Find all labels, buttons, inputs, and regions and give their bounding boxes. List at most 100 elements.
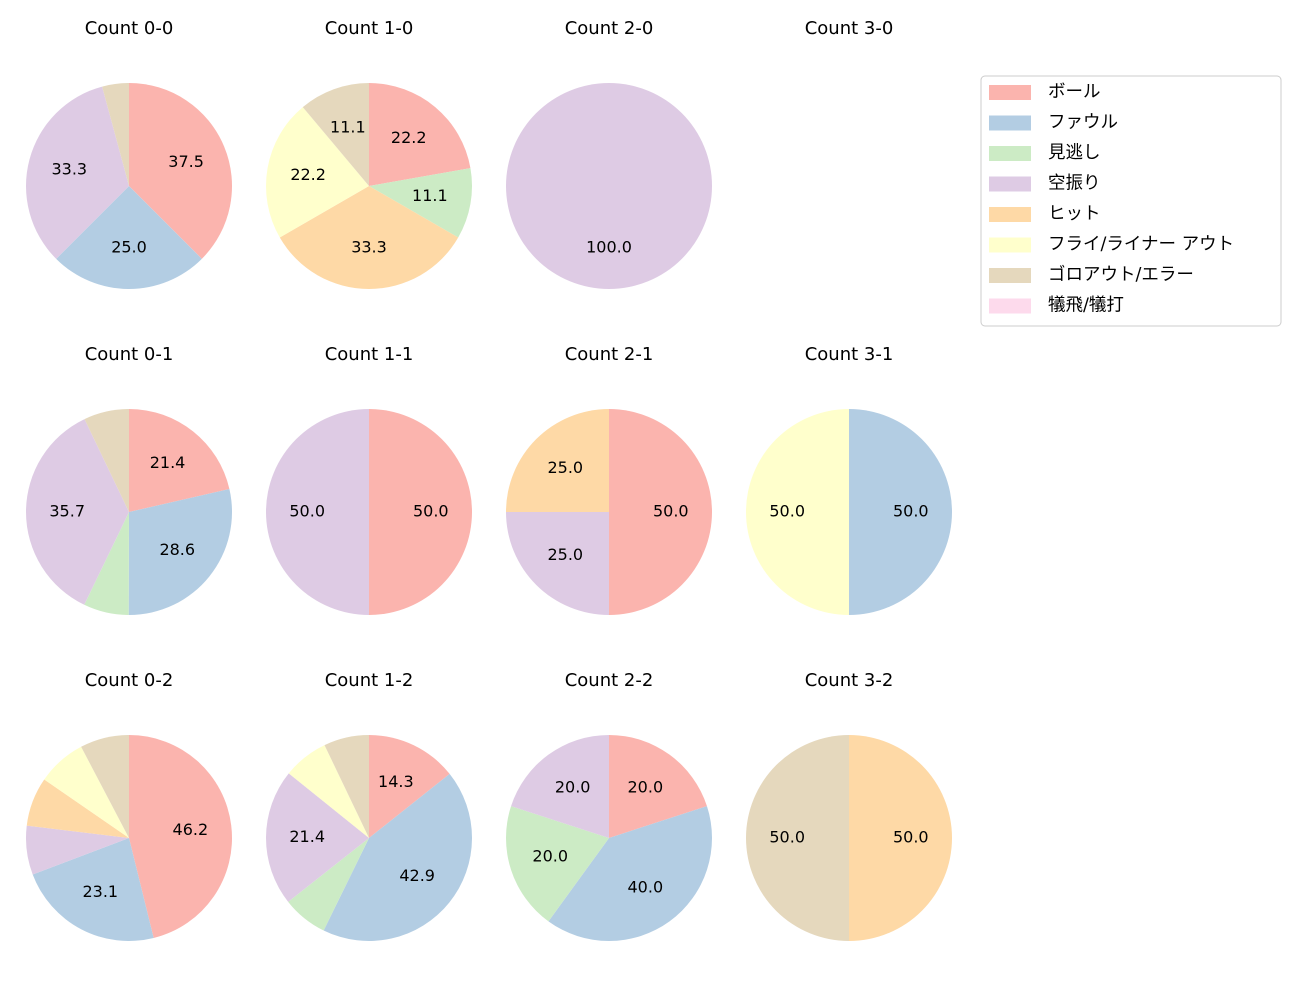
pie-slice	[44, 746, 129, 838]
pie-slice	[129, 83, 232, 259]
legend-label: フライ/ライナー アウト	[1048, 235, 1234, 255]
pie-slice	[288, 838, 369, 931]
pie-slice	[369, 168, 473, 238]
pie-title: Count 0-2	[85, 670, 174, 691]
slice-label: 11.1	[412, 186, 448, 205]
pie-slice	[511, 735, 609, 838]
pie-slice	[26, 779, 130, 838]
slice-label: 33.3	[351, 237, 387, 256]
legend-swatch	[989, 207, 1031, 222]
pie-slice	[266, 409, 369, 615]
pie-slice	[129, 409, 230, 512]
pie-slice	[609, 409, 712, 615]
legend-swatch	[989, 115, 1031, 131]
pie-slice	[548, 806, 712, 941]
pie-slice	[506, 806, 609, 922]
slice-label: 50.0	[893, 828, 929, 847]
slice-label: 28.6	[159, 540, 195, 559]
pie-slice	[324, 735, 369, 838]
slice-label: 50.0	[653, 502, 689, 521]
slice-label: 42.9	[399, 866, 435, 885]
slice-label: 25.0	[547, 545, 583, 564]
pie-slice	[506, 83, 712, 289]
pie-slice	[288, 745, 369, 838]
slice-label: 100.0	[586, 237, 632, 256]
slice-label: 25.0	[111, 237, 147, 256]
legend-label: 見逃し	[1048, 143, 1101, 163]
pie-slice	[746, 409, 849, 615]
pie-slice	[506, 409, 609, 512]
pie-slice	[102, 83, 129, 186]
slice-label: 20.0	[555, 778, 591, 797]
legend-swatch	[989, 268, 1031, 283]
pie-slice	[506, 512, 609, 615]
pie-slice	[128, 489, 232, 615]
legend-box	[980, 75, 1282, 327]
pie-slice	[746, 735, 849, 941]
pie-slice	[129, 735, 232, 939]
slice-label: 33.3	[51, 160, 87, 179]
slice-label: 50.0	[289, 502, 325, 521]
slice-label: 35.7	[49, 501, 85, 520]
pie-title: Count 2-2	[565, 670, 654, 691]
legend-label: ゴロアウト/エラー	[1048, 264, 1194, 285]
legend-label: 空振り	[1048, 174, 1101, 194]
legend-swatch	[989, 176, 1031, 192]
legend-label: ヒット	[1048, 204, 1101, 224]
pie-slice	[323, 773, 473, 942]
legend-label: ファウル	[1048, 113, 1118, 133]
pie-title: Count 1-0	[325, 18, 414, 39]
slice-label: 22.2	[391, 128, 427, 147]
slice-label: 50.0	[893, 502, 929, 521]
legend-swatch	[989, 237, 1031, 253]
pie-slice	[369, 735, 450, 838]
slice-label: 20.0	[628, 778, 664, 797]
pie-slice	[25, 86, 129, 259]
slice-label: 22.2	[290, 165, 326, 184]
slice-label: 21.4	[150, 453, 186, 472]
pie-slice	[84, 409, 129, 512]
legend-label: 犠飛/犠打	[1048, 296, 1124, 316]
slice-label: 46.2	[173, 820, 209, 839]
pie-slice	[26, 825, 129, 875]
legend-label: ボール	[1048, 82, 1101, 102]
pie-slice	[849, 735, 952, 941]
pie-title: Count 2-0	[565, 18, 654, 39]
pie-slice	[609, 735, 707, 838]
pie-title: Count 3-2	[805, 670, 894, 691]
pie-slice	[32, 838, 154, 942]
pie-title: Count 2-1	[565, 344, 654, 365]
slice-label: 50.0	[769, 828, 805, 847]
pie-title: Count 1-2	[325, 670, 414, 691]
pie-title: Count 0-1	[85, 344, 174, 365]
pie-slice	[56, 186, 202, 289]
slice-label: 50.0	[413, 502, 449, 521]
pie-slice	[81, 735, 129, 838]
pie-title: Count 3-1	[805, 344, 894, 365]
pie-slice	[265, 107, 369, 238]
legend-swatch	[989, 298, 1031, 314]
slice-label: 40.0	[628, 877, 664, 896]
pie-slice	[369, 83, 471, 186]
pie-slice	[369, 409, 472, 615]
slice-label: 14.3	[378, 772, 414, 791]
pie-title: Count 1-1	[325, 344, 414, 365]
slice-label: 50.0	[769, 502, 805, 521]
slice-label: 11.1	[330, 117, 366, 136]
slice-label: 37.5	[168, 152, 204, 171]
legend-swatch	[989, 85, 1031, 100]
pie-slice	[302, 83, 369, 186]
pie-slice	[26, 419, 129, 605]
pie-slice	[849, 409, 952, 615]
slice-label: 20.0	[532, 847, 568, 866]
slice-label: 21.4	[289, 827, 325, 846]
pie-slice	[266, 773, 369, 902]
legend-swatch	[989, 146, 1031, 161]
pie-slice	[84, 512, 129, 615]
pie-title: Count 0-0	[85, 18, 174, 39]
slice-label: 25.0	[547, 458, 583, 477]
pie-title: Count 3-0	[805, 18, 894, 39]
slice-label: 23.1	[82, 882, 118, 901]
